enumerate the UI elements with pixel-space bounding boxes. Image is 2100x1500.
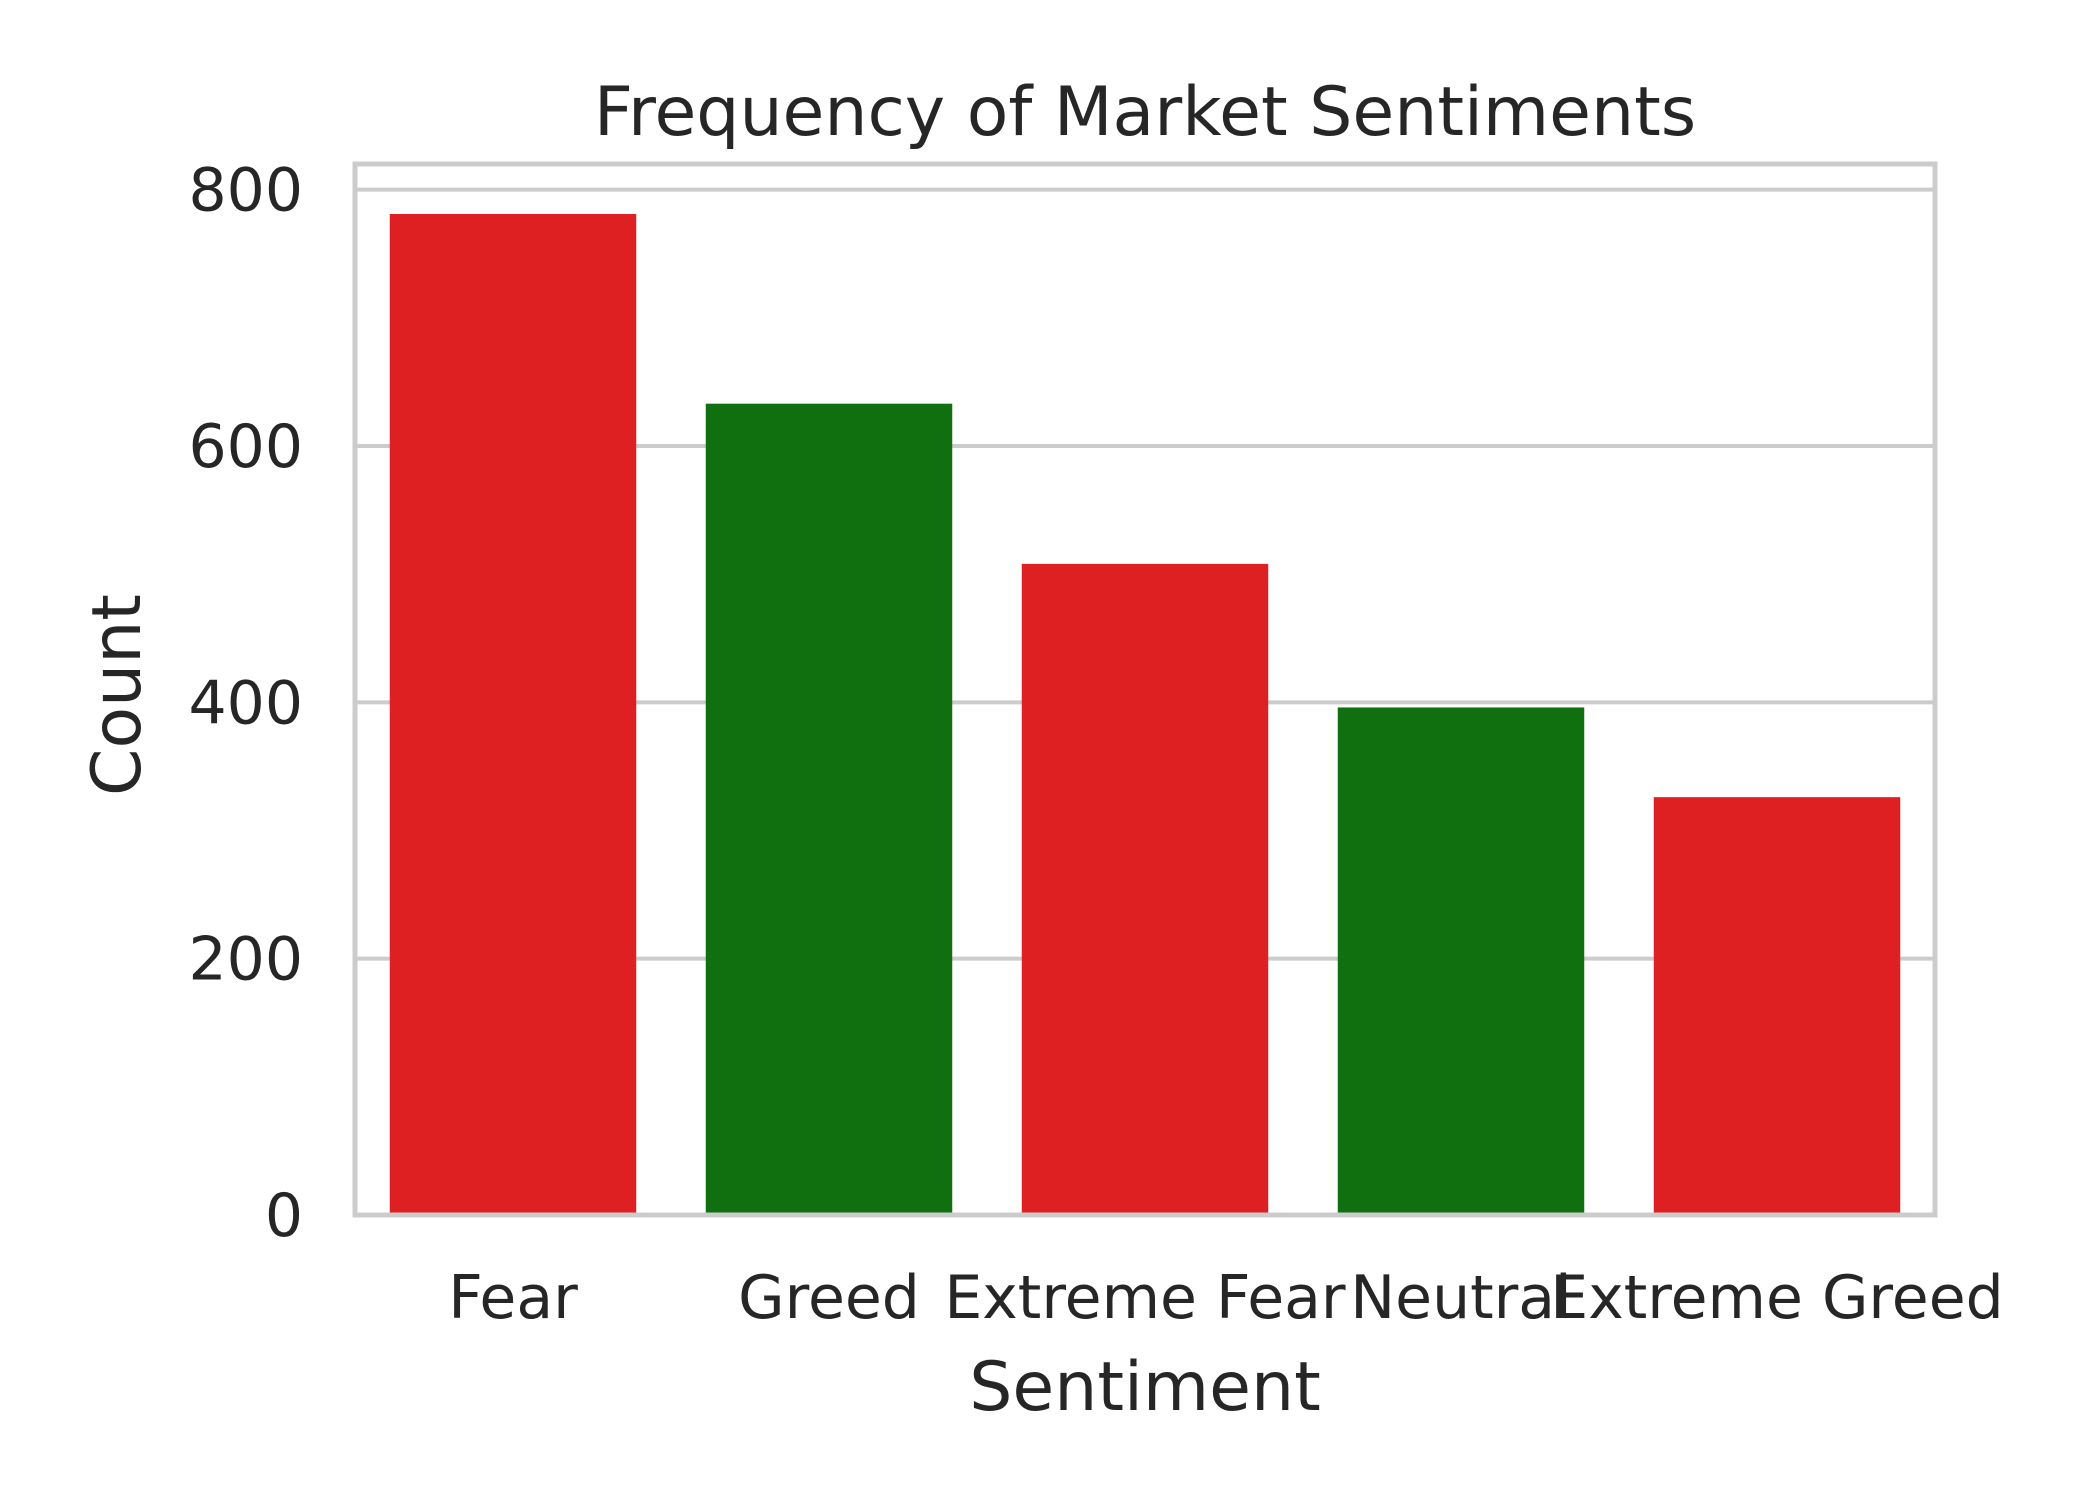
bar-greed [705,403,953,1215]
plot-frame [352,161,1938,1218]
y-tick-labels: 0 200 400 600 800 [188,156,303,1251]
x-tick-label: Extreme Fear [944,1263,1346,1333]
bar-neutral [1337,707,1585,1215]
x-axis-label: Sentiment [969,1348,1321,1427]
chart-title: Frequency of Market Sentiments [594,73,1696,152]
y-tick-label: 200 [188,925,303,995]
bars [389,213,1901,1216]
y-tick-label: 800 [188,156,303,226]
y-axis-label: Count [78,594,157,796]
y-tick-label: 400 [188,668,303,738]
bar-fear [389,213,637,1216]
x-tick-label: Neutral [1350,1263,1571,1333]
bar-extreme-fear [1021,563,1269,1215]
x-tick-label: Greed [738,1263,920,1333]
y-tick-label: 600 [188,412,303,482]
y-tick-label: 0 [265,1181,303,1251]
x-tick-label: Fear [448,1263,578,1333]
bar-extreme-greed [1653,797,1901,1215]
x-tick-label: Extreme Greed [1550,1263,2003,1333]
